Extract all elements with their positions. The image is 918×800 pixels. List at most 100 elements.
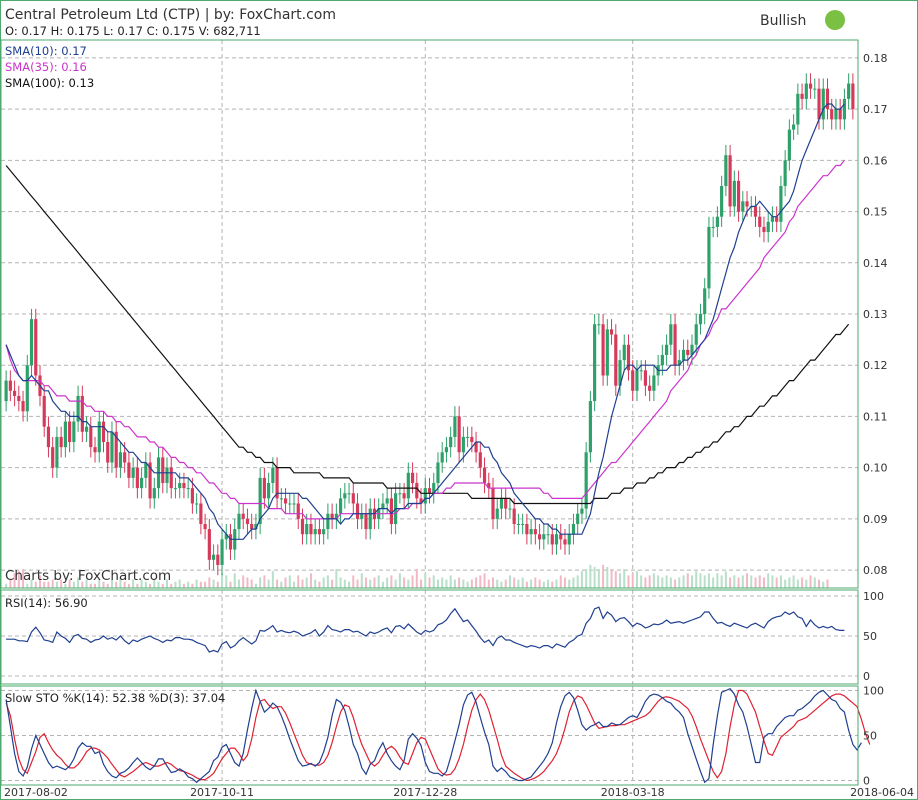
volume-bar [225, 575, 228, 588]
candle-body [326, 513, 330, 530]
volume-bar [166, 579, 169, 588]
candle [135, 457, 139, 499]
volume-bar [110, 579, 113, 588]
volume-bar [826, 579, 829, 588]
candle [12, 380, 17, 407]
candle-body [254, 523, 258, 530]
candle [537, 523, 542, 550]
candle [741, 191, 745, 222]
sto-lines [5, 687, 871, 784]
candle-body [449, 436, 453, 448]
candle [347, 483, 351, 504]
volume-bar [221, 573, 224, 588]
candle-body [576, 513, 580, 524]
candle [76, 385, 80, 432]
candle [423, 477, 427, 514]
candle [444, 436, 449, 463]
candle-body [186, 488, 190, 490]
candle [512, 498, 516, 535]
candle-body [59, 436, 63, 448]
candle-body [360, 513, 364, 519]
candle-body [834, 109, 838, 120]
candle [161, 447, 165, 494]
volume-bar [733, 575, 736, 588]
candle-body [635, 370, 639, 391]
candle-body [51, 447, 55, 468]
candle-body [144, 462, 148, 478]
x-tick-label: 2018-03-18 [601, 786, 665, 799]
volume-bar [551, 581, 554, 588]
volume-bar [140, 579, 143, 588]
candle-body [482, 467, 487, 484]
volume-bar [288, 575, 291, 588]
candle-body [851, 83, 855, 110]
volume-bar [813, 577, 816, 588]
candle-body [330, 513, 334, 519]
volume-bar [254, 583, 257, 588]
volume-bar [674, 579, 677, 588]
candle-body [817, 88, 821, 120]
candle [182, 472, 186, 499]
sto-tick-label: 50 [863, 730, 877, 743]
candle [330, 503, 334, 530]
volume-bar [81, 581, 84, 588]
candle-body [21, 401, 25, 412]
volume-bar [123, 581, 126, 588]
volume-bar [555, 579, 558, 588]
volume-bar [187, 581, 190, 588]
candle-body [267, 483, 271, 499]
candle-body [427, 488, 432, 494]
volume-bar [483, 573, 486, 588]
volume-bar [648, 575, 651, 588]
sma100-line [5, 165, 850, 505]
candle [427, 477, 432, 504]
volume-bar [22, 569, 25, 588]
candle-body [512, 508, 516, 524]
volume-bar [373, 577, 376, 588]
candle-body [241, 513, 245, 519]
volume-bar [136, 583, 139, 588]
volume-bar [178, 579, 181, 588]
candle-body [703, 288, 707, 314]
candle [415, 472, 419, 509]
candle [622, 334, 626, 371]
candle [72, 411, 76, 453]
candle [804, 73, 808, 110]
volume-bar [627, 575, 630, 588]
candle [84, 416, 89, 443]
candle-body [758, 216, 762, 227]
legend-sma100: SMA(100): 0.13 [5, 76, 94, 90]
candle-body [681, 349, 686, 361]
candle-body [762, 226, 766, 233]
candle-body [173, 488, 178, 490]
volume-bar [492, 577, 495, 588]
candle-body [4, 380, 8, 402]
candle [148, 452, 152, 509]
panel-borders [0, 39, 859, 786]
candle-body [677, 360, 681, 366]
candle [457, 406, 461, 463]
candle [597, 314, 601, 335]
volume-bar [233, 573, 236, 588]
volume-bar [47, 581, 50, 588]
candle [25, 354, 29, 422]
candle-body [686, 349, 690, 355]
volume-bar [398, 573, 401, 588]
candle-body [55, 436, 59, 468]
candle [118, 442, 123, 478]
candle-body [457, 416, 461, 453]
candle-body [766, 221, 770, 233]
candle-body [283, 498, 288, 504]
volume-bar [403, 577, 406, 588]
candle [313, 518, 317, 545]
candle [796, 83, 800, 135]
candle-body [720, 185, 724, 217]
candle [355, 493, 360, 530]
candle [432, 472, 436, 504]
price-legend: SMA(10): 0.17 SMA(35): 0.16 SMA(100): 0.13 [5, 44, 94, 90]
candle-body [292, 503, 296, 505]
volume-bar [695, 571, 698, 588]
candle-body [804, 83, 808, 99]
volume-bar [453, 579, 456, 588]
